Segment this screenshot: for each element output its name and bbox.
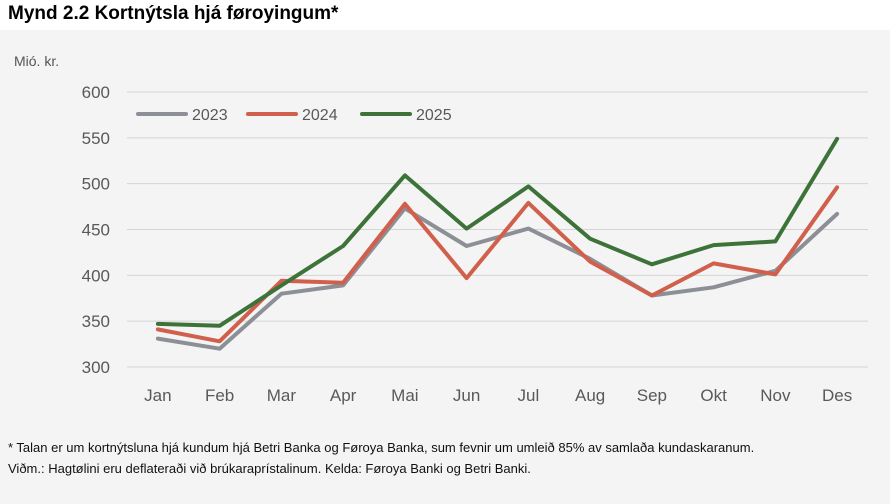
series-line-2023 [155,206,840,351]
legend-label-2023: 2023 [192,107,228,124]
line-chart: Mió. kr. 300 350 400 450 500 550 600 Jan Feb Mar… [14,53,868,405]
footnote-2: Viðm.: Hagtølini eru deflateraði við brú… [8,461,531,476]
x-tick-label: Mar [267,386,297,405]
series-line-2025 [155,136,840,328]
x-tick-label: Apr [330,386,357,405]
x-tick-label: Aug [575,386,605,405]
x-tick-label: Jun [453,386,480,405]
y-tick-label: 300 [82,358,110,377]
series-line-2024 [155,185,840,344]
legend-label-2025: 2025 [416,107,452,124]
legend: 2023 2024 2025 [136,107,452,124]
y-tick-label: 600 [82,83,110,102]
y-tick-label: 400 [82,266,110,285]
x-tick-label: Okt [700,386,727,405]
y-tick-labels: 300 350 400 450 500 550 600 [82,83,110,377]
x-tick-label: Nov [760,386,791,405]
page-title: Mynd 2.2 Kortnýtsla hjá føroyingum* [8,3,339,24]
x-tick-label: Sep [637,386,667,405]
x-tick-label: Feb [205,386,234,405]
x-tick-label: Jan [144,386,171,405]
series-lines [155,136,840,351]
y-tick-label: 350 [82,312,110,331]
y-tick-label: 500 [82,175,110,194]
y-tick-label: 550 [82,129,110,148]
y-axis-label: Mió. kr. [14,53,59,69]
x-tick-label: Des [822,386,852,405]
y-tick-label: 450 [82,221,110,240]
x-tick-labels: Jan Feb Mar Apr Mai Jun Jul Aug Sep Okt Nov Des [144,386,852,405]
footnote-1: * Talan er um kortnýtsluna hjá kundum hj… [8,440,755,455]
legend-label-2024: 2024 [302,107,338,124]
x-tick-label: Mai [391,386,418,405]
x-tick-label: Jul [518,386,540,405]
